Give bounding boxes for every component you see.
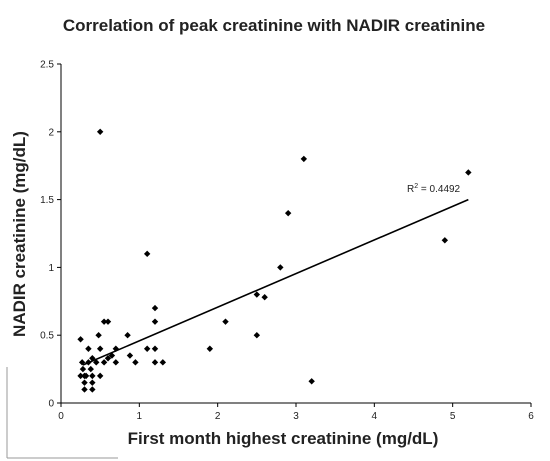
data-point [151,345,159,352]
data-point [124,332,131,339]
x-tick-label: 1 [137,411,143,422]
data-point [104,318,112,325]
data-point [89,372,96,380]
trendline [82,198,469,366]
data-point [77,372,84,380]
data-point [96,345,104,352]
y-tick-label: 0.5 [40,331,54,342]
data-point [82,372,90,380]
r-squared-symbol: R [407,184,414,195]
data-point [100,359,108,366]
data-point [79,365,87,373]
data-point [81,379,88,386]
data-point [100,318,108,325]
x-axis-label: First month highest creatinine (mg/dL) [128,429,439,448]
r-squared-superscript: 2 [414,183,418,190]
data-point [89,379,96,386]
y-tick-label: 1.5 [40,195,54,206]
frame-decoration [6,367,118,459]
data-point [253,332,261,339]
data-point [261,294,268,301]
data-point [159,359,167,366]
data-point [89,355,96,362]
data-point [308,378,315,385]
y-ticks: 0 0.5 1 1.5 2 2.5 [40,60,61,410]
x-tick-label: 6 [528,411,534,422]
data-point [104,355,112,362]
data-point [277,264,284,271]
x-tick-label: 3 [293,411,299,422]
data-point [253,291,261,298]
data-point [95,332,102,339]
x-tick-label: 5 [450,411,456,422]
x-tick-label: 0 [58,411,64,422]
data-point [206,345,214,352]
data-point [112,345,120,352]
y-tick-label: 0 [48,399,54,410]
data-point [85,345,92,352]
data-point [96,128,104,135]
x-ticks: 0 1 2 3 4 5 6 [58,403,534,422]
chart-title: Correlation of peak creatinine with NADI… [63,16,485,35]
y-tick-label: 1 [48,263,54,274]
data-point [112,359,120,366]
data-point [143,345,151,352]
data-point [300,155,308,163]
data-point [126,352,134,359]
data-points [77,128,472,393]
data-point [85,359,92,366]
data-point [222,318,229,325]
data-point [81,386,88,393]
data-point [77,336,84,343]
y-tick-label: 2.5 [40,60,54,71]
data-point [89,386,96,393]
data-point [96,372,104,380]
data-point [441,237,449,244]
r-squared-value: = 0.4492 [418,184,460,195]
data-point [143,250,151,258]
data-point [151,318,159,325]
data-point [151,304,159,312]
data-point [465,169,472,176]
data-point [78,359,86,366]
y-axis-label: NADIR creatinine (mg/dL) [10,131,29,337]
data-point [151,359,159,366]
data-point [108,352,116,359]
data-point [87,365,94,373]
x-tick-label: 4 [372,411,378,422]
data-point [284,209,292,217]
y-tick-label: 2 [48,127,54,138]
r-squared-label: R2 = 0.4492 [407,183,461,195]
data-point [93,359,100,366]
x-tick-label: 2 [215,411,221,422]
data-point [132,359,139,366]
